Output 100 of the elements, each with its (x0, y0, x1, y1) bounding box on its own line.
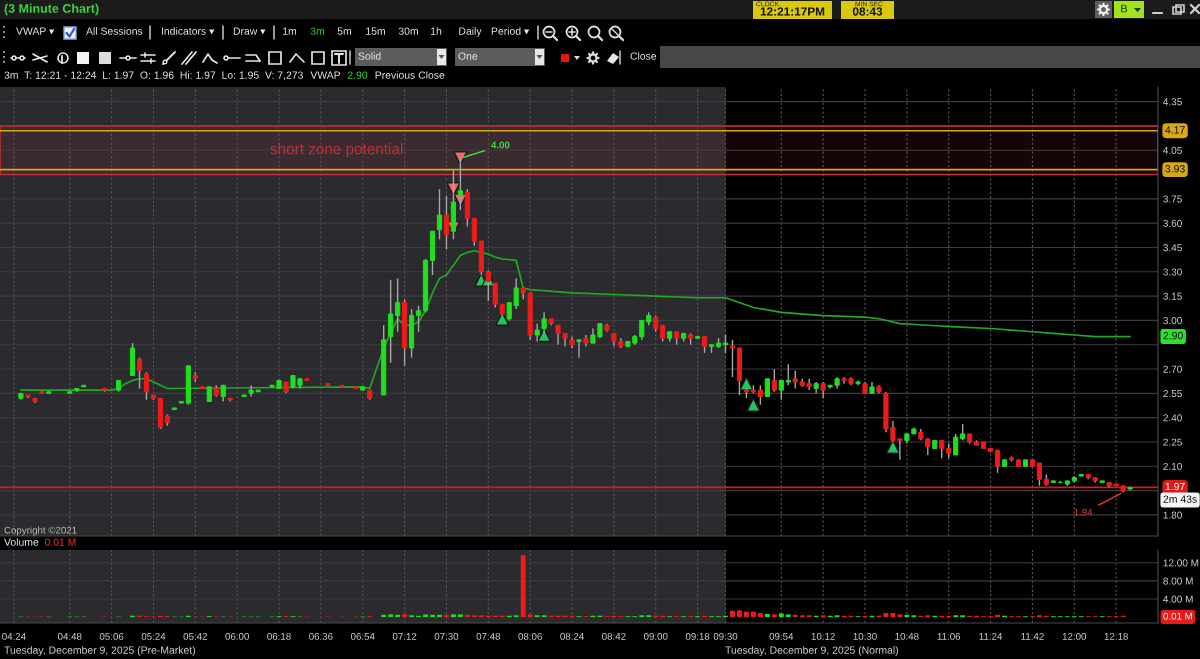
candlestick (471, 217, 477, 247)
candlestick (576, 339, 582, 359)
ref-line-label: 1.97 (1165, 482, 1185, 491)
bar (381, 614, 387, 618)
candlestick (785, 363, 791, 386)
x-tick-label: 12:00 (1062, 632, 1087, 640)
bar (444, 614, 449, 618)
x-tick-label: 10:30 (853, 632, 877, 640)
text: VWAP ▾ (16, 27, 55, 35)
text: Tuesday, December 9, 2025 (Normal) (725, 646, 899, 656)
x-tick-label: 11:42 (1021, 632, 1044, 640)
bar (792, 614, 798, 618)
x-tick-label: 06:54 (350, 632, 375, 640)
text: 15m (366, 27, 385, 35)
x-tick-label: 04:48 (57, 632, 82, 640)
bar (464, 614, 470, 618)
candlestick (994, 449, 1001, 474)
y-tick-label: 2.40 (1163, 414, 1182, 422)
candlestick (436, 188, 443, 241)
candlestick (729, 339, 736, 378)
bar (904, 614, 910, 618)
bar (437, 614, 442, 618)
text: 5m (337, 27, 352, 35)
annotation: Copyright ©2021 (4, 526, 77, 536)
candlestick (457, 157, 463, 211)
candlestick (757, 384, 763, 406)
x-tick-label: 10:12 (811, 632, 835, 640)
bar (764, 613, 770, 618)
bar (737, 610, 742, 618)
x-tick-label: 09:54 (769, 632, 794, 640)
candlestick (541, 311, 547, 335)
x-tick-label: 06:18 (267, 632, 291, 640)
candlestick (778, 379, 784, 401)
bar (457, 614, 463, 618)
y-tick-label: 3.15 (1163, 292, 1182, 300)
ref-line-label: 3.93 (1165, 165, 1185, 173)
text: Period ▾ (491, 27, 530, 35)
bar (778, 613, 784, 618)
y-tick-label: 1.80 (1163, 511, 1182, 519)
bar (883, 613, 889, 618)
text: 2.90 (1163, 331, 1183, 340)
x-tick-label: 11:24 (979, 632, 1003, 640)
x-tick-label: 09:18 (685, 632, 710, 640)
candlestick (953, 433, 959, 456)
candlestick (485, 269, 491, 302)
x-tick-label: 07:48 (476, 632, 501, 640)
candlestick (136, 357, 143, 390)
text: 0.01 M (1163, 612, 1192, 620)
x-tick-label: 05:42 (183, 632, 207, 640)
ref-line-label: 4.17 (1165, 126, 1185, 134)
text: Daily (459, 27, 482, 37)
text: 08:43 (852, 7, 883, 16)
bar (520, 554, 526, 618)
x-tick-label: 06:00 (225, 632, 249, 640)
text: 2m 43s (1163, 495, 1197, 503)
text: 2.90 (347, 71, 368, 79)
x-tick-label: 07:12 (392, 632, 417, 640)
text: 3m (310, 27, 325, 35)
bar (388, 614, 394, 618)
text: 3m T: 12:21 - 12:24 L: 1.97 O: 1.96 Hi: 1.97 Lo: 1.95 V: 7,273 (4, 71, 303, 81)
y-tick-label: 3.60 (1163, 219, 1182, 227)
x-tick-label: 04:24 (2, 632, 26, 640)
y-tick-label: 3.75 (1163, 195, 1182, 203)
chart-title: Volume (4, 538, 39, 546)
x-tick-label: 08:06 (518, 632, 542, 640)
text: 30m (398, 27, 418, 35)
candlestick (388, 279, 394, 364)
line-series (20, 249, 1131, 391)
candlestick (415, 305, 422, 333)
text: 1h (431, 27, 442, 35)
text: One (458, 52, 478, 60)
chart-title: (3 Minute Chart) (4, 3, 99, 16)
y-tick-label: 8.00 M (1163, 577, 1193, 585)
text: Solid (358, 52, 381, 60)
text: Indicators ▾ (161, 27, 215, 35)
x-tick-label: 12:18 (1104, 632, 1128, 640)
annotation: 1.94 (1074, 508, 1093, 516)
text: Close (630, 52, 657, 60)
text: 0.01 M (44, 538, 76, 546)
x-tick-label: 09:30 (713, 632, 738, 640)
y-tick-label: 2.55 (1163, 390, 1182, 398)
bar (995, 614, 1000, 618)
x-tick-label: 10:48 (895, 632, 919, 640)
bar (750, 611, 756, 618)
y-tick-label: 4.35 (1163, 98, 1182, 106)
y-tick-label: 12.00 M (1163, 559, 1199, 567)
text: 1m (283, 27, 297, 35)
y-tick-label: 4.00 M (1163, 595, 1193, 603)
point (746, 397, 761, 412)
candlestick (443, 194, 450, 250)
y-tick-label: 4.05 (1163, 146, 1182, 154)
bar (757, 613, 763, 618)
text: Draw ▾ (233, 27, 266, 35)
bar (527, 614, 533, 618)
y-tick-label: 2.10 (1163, 462, 1182, 471)
candlestick (1036, 462, 1042, 487)
text: Tuesday, December 9, 2025 (Pre-Market) (4, 646, 195, 656)
y-tick-label: 2.70 (1163, 365, 1182, 373)
bar (430, 614, 435, 618)
bar (402, 614, 408, 618)
